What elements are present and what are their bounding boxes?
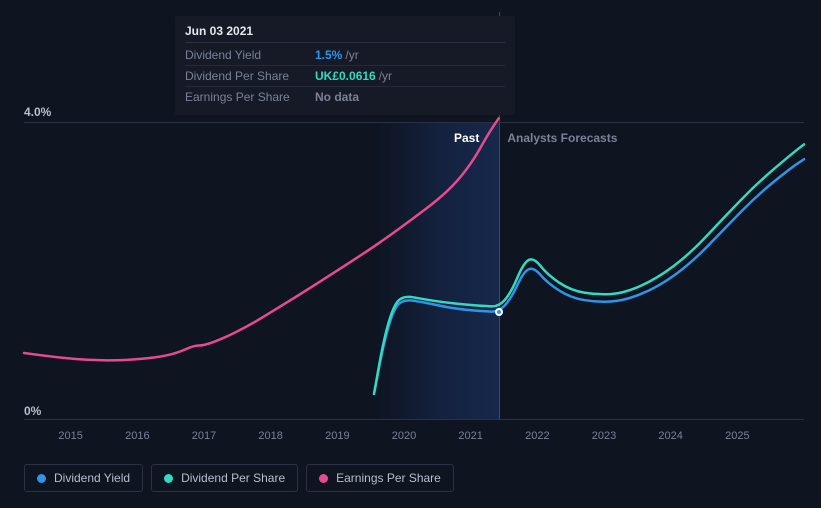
legend-item[interactable]: Dividend Yield (24, 464, 143, 492)
tooltip-row: Dividend Per ShareUK£0.0616/yr (185, 66, 505, 87)
series-earnings_per_share (24, 118, 499, 360)
x-tick: 2018 (258, 430, 282, 442)
legend-label: Earnings Per Share (336, 471, 441, 485)
series-dividend_yield (374, 159, 804, 394)
x-tick: 2021 (458, 430, 482, 442)
legend-dot-icon (164, 474, 173, 483)
tooltip-value: No data (315, 90, 359, 104)
x-axis-ticks: 2015 2016 2017 2018 2019 2020 2021 2022 2023 2024… (24, 430, 804, 446)
tooltip-unit: /yr (379, 69, 392, 83)
chart-tooltip: Jun 03 2021 Dividend Yield1.5%/yrDividen… (175, 16, 515, 115)
tooltip-key: Dividend Per Share (185, 69, 315, 83)
x-tick: 2019 (325, 430, 349, 442)
tooltip-value: 1.5% (315, 48, 342, 62)
series-dividend_per_share (374, 144, 804, 394)
tooltip-value: UK£0.0616 (315, 69, 376, 83)
x-tick: 2023 (592, 430, 616, 442)
legend-dot-icon (37, 474, 46, 483)
x-tick: 2016 (125, 430, 149, 442)
legend-label: Dividend Yield (54, 471, 130, 485)
y-tick-top: 4.0% (24, 105, 51, 119)
legend-label: Dividend Per Share (181, 471, 285, 485)
x-tick: 2022 (525, 430, 549, 442)
chart-lines (24, 122, 804, 420)
x-tick: 2025 (725, 430, 749, 442)
chart-legend: Dividend Yield Dividend Per Share Earnings… (24, 464, 454, 492)
x-tick: 2015 (58, 430, 82, 442)
tooltip-key: Dividend Yield (185, 48, 315, 62)
tooltip-row: Dividend Yield1.5%/yr (185, 45, 505, 66)
x-tick: 2017 (192, 430, 216, 442)
legend-item[interactable]: Earnings Per Share (306, 464, 454, 492)
x-tick: 2024 (658, 430, 682, 442)
tooltip-row: Earnings Per ShareNo data (185, 87, 505, 107)
legend-item[interactable]: Dividend Per Share (151, 464, 298, 492)
current-point-marker (495, 308, 503, 316)
dividend-chart: 4.0% 0% Past Analysts Forecasts 20152016… (0, 0, 821, 508)
x-tick: 2020 (392, 430, 416, 442)
tooltip-unit: /yr (345, 48, 358, 62)
tooltip-date: Jun 03 2021 (185, 24, 505, 43)
legend-dot-icon (319, 474, 328, 483)
tooltip-key: Earnings Per Share (185, 90, 315, 104)
